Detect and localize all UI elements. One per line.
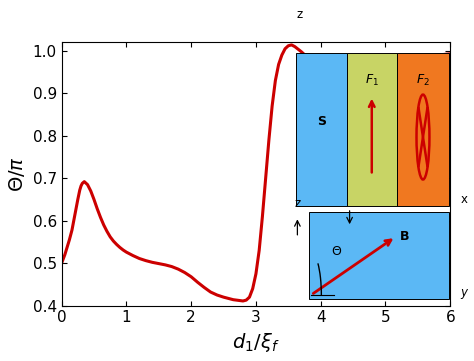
- Text: z: z: [296, 8, 302, 21]
- Text: S: S: [317, 115, 326, 128]
- Text: $F_2$: $F_2$: [416, 73, 430, 88]
- Text: $\Theta$: $\Theta$: [331, 245, 342, 258]
- Bar: [309, 212, 449, 299]
- X-axis label: $d_1/\xi_f$: $d_1/\xi_f$: [232, 331, 280, 354]
- Bar: [346, 53, 397, 206]
- Bar: [397, 53, 449, 206]
- Text: y: y: [461, 286, 468, 299]
- Bar: [296, 53, 346, 206]
- Text: B: B: [400, 230, 409, 243]
- Text: $F_1$: $F_1$: [365, 73, 379, 88]
- Text: x: x: [461, 193, 468, 206]
- Text: z: z: [294, 197, 301, 210]
- Y-axis label: $\Theta/\pi$: $\Theta/\pi$: [7, 156, 27, 192]
